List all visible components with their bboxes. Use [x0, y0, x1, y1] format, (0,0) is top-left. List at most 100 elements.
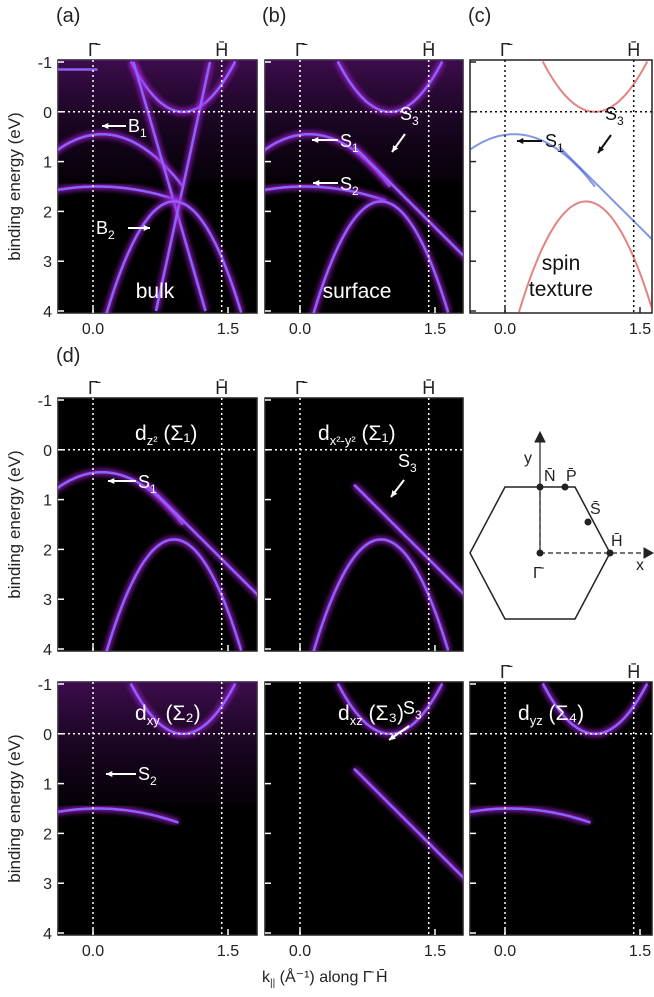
bz-axis-y: y — [524, 450, 532, 467]
orbital-sub: xy — [147, 713, 161, 728]
gamma-label: Γ̄ — [295, 378, 308, 398]
bz-point: H̄ — [611, 533, 623, 550]
orbital-sub: x²-y² — [330, 433, 357, 448]
y-tick-label: -1 — [38, 677, 52, 694]
y-tick-label: 1 — [43, 777, 52, 794]
orbital-rest: (Σ₄) — [543, 702, 584, 725]
h-label: H̄ — [627, 662, 640, 682]
annotation-sub: 2 — [352, 184, 359, 198]
panel-tag: bulk — [136, 280, 175, 303]
y-tick-label: 3 — [43, 592, 52, 609]
x-tick-label: 1.5 — [217, 321, 239, 338]
annotation-text: S — [138, 472, 150, 492]
gamma-label: Γ̄ — [500, 40, 513, 60]
orbital-label: dyz (Σ₄) — [518, 702, 584, 728]
panel: Γ̄ H̄ S3 dx²-y² (Σ₁) — [265, 378, 471, 659]
y-tick-label: 1 — [43, 155, 52, 172]
orbital-text: d — [518, 702, 530, 725]
orbital-rest: (Σ₂) — [160, 702, 201, 725]
orbital-sub: yz — [530, 713, 543, 728]
annotation-text: S — [340, 131, 352, 151]
annotation-text: S — [340, 174, 352, 194]
h-label: H̄ — [422, 40, 435, 60]
annotation-sub: 3 — [410, 461, 417, 475]
x-tick-label: 0.0 — [494, 943, 516, 960]
bz-axis-x: x — [636, 557, 644, 574]
annotation-sub: 1 — [352, 141, 359, 155]
orbital-text: d — [135, 702, 147, 725]
orbital-text: d — [135, 422, 147, 445]
panel-background — [470, 60, 652, 313]
panel-tag: spin — [542, 252, 581, 275]
orbital-label: dxz (Σ₃) — [338, 702, 404, 728]
y-axis-label: binding energy (eV) — [5, 450, 24, 598]
bz-diagram — [470, 432, 653, 619]
annotation-text: S — [398, 451, 410, 471]
x-tick-label: 0.0 — [494, 321, 516, 338]
annotation-sub: 1 — [150, 482, 157, 496]
y-tick-label: 1 — [43, 493, 52, 510]
annotation-sub: 2 — [150, 774, 157, 788]
panel: 0.01.5Γ̄H̄S1S2S3surface — [260, 40, 472, 338]
y-tick-label: 4 — [43, 304, 52, 321]
h-label: H̄ — [627, 40, 640, 60]
y-axis-label: binding energy (eV) — [5, 734, 24, 882]
annotation-sub: 3 — [415, 708, 422, 722]
h-label: H̄ — [215, 40, 228, 60]
y-tick-label: 0 — [43, 105, 52, 122]
x-tick-label: 1.5 — [629, 321, 651, 338]
x-tick-label: 0.0 — [82, 321, 104, 338]
panel-label: (d) — [56, 345, 80, 367]
panel-tag: texture — [529, 278, 593, 301]
annotation-text: S — [403, 698, 415, 718]
panel-label: (b) — [262, 5, 286, 27]
y-tick-label: 0 — [43, 443, 52, 460]
x-axis-label: k|| (Å⁻¹) along Γ̄ H̄ — [262, 967, 388, 989]
panel-label: (c) — [468, 5, 491, 27]
h-label: H̄ — [215, 378, 228, 398]
orbital-rest: (Σ₁) — [158, 422, 198, 445]
orbital-text: d — [318, 422, 330, 445]
annotation-text: B — [96, 218, 108, 238]
orbital-rest: (Σ₃) — [363, 702, 404, 725]
orbital-sub: z² — [147, 433, 159, 448]
orbital-rest: (Σ₁) — [356, 422, 396, 445]
annotation-sub: 1 — [557, 141, 564, 155]
x-tick-label: 1.5 — [217, 943, 239, 960]
y-tick-label: 3 — [43, 876, 52, 893]
bz-point: P̄ — [566, 468, 577, 485]
y-tick-label: 4 — [43, 926, 52, 943]
gamma-label: Γ̄ — [295, 40, 308, 60]
panel-tag: surface — [323, 280, 392, 303]
y-tick-label: -1 — [38, 55, 52, 72]
annotation-text: S — [605, 104, 617, 124]
x-tick-label: 0.0 — [82, 943, 104, 960]
annotation-text: S — [400, 104, 412, 124]
orbital-text: d — [338, 702, 350, 725]
gamma-label: Γ̄ — [88, 40, 101, 60]
figure: y x N̄ P̄ S̄ H̄ Γ̄ k|| (Å⁻¹) along Γ̄ H̄… — [0, 0, 654, 997]
bz-point: S̄ — [590, 501, 601, 518]
annotation-text: S — [545, 131, 557, 151]
annotation-text: B — [128, 116, 140, 136]
annotation-sub: 3 — [412, 114, 419, 128]
orbital-sub: xz — [350, 713, 363, 728]
bz-point: Γ̄ — [533, 565, 545, 582]
x-tick-label: 1.5 — [424, 943, 446, 960]
y-tick-label: -1 — [38, 393, 52, 410]
bands — [53, 682, 258, 823]
h-label: H̄ — [422, 378, 435, 398]
annotation-sub: 1 — [140, 126, 147, 140]
y-tick-label: 2 — [43, 826, 52, 843]
x-tick-label: 0.0 — [289, 321, 311, 338]
panel-label: (a) — [56, 5, 80, 27]
y-axis-label: binding energy (eV) — [5, 112, 24, 260]
annotation-sub: 3 — [617, 114, 624, 128]
x-tick-label: 1.5 — [629, 943, 651, 960]
y-tick-label: 2 — [43, 542, 52, 559]
gamma-label: Γ̄ — [500, 662, 513, 682]
